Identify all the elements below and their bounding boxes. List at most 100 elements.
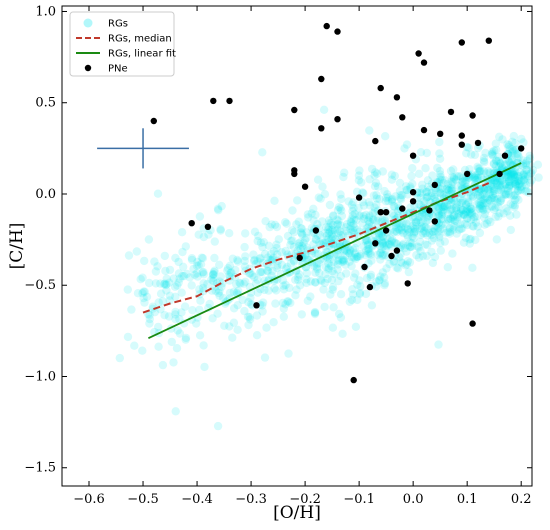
- rg-point: [327, 275, 337, 285]
- rg-point: [405, 228, 414, 237]
- rg-point: [320, 190, 330, 199]
- rg-point: [413, 242, 422, 251]
- pne-point: [361, 263, 368, 271]
- rg-point: [351, 243, 360, 253]
- rg-point: [381, 132, 390, 141]
- rg-point: [233, 255, 242, 265]
- rg-point: [385, 239, 394, 249]
- rg-point: [266, 255, 275, 264]
- rg-point: [225, 276, 234, 285]
- rg-point: [259, 238, 268, 247]
- rg-point: [279, 285, 289, 294]
- rg-point: [145, 278, 154, 288]
- rg-point: [488, 149, 497, 158]
- rg-point: [260, 249, 270, 259]
- rg-point: [387, 175, 397, 184]
- rg-point: [140, 298, 149, 307]
- rg-point: [333, 250, 343, 259]
- rg-point: [435, 211, 444, 220]
- rg-point: [390, 171, 399, 181]
- rg-point: [447, 180, 456, 189]
- rg-point: [527, 168, 536, 177]
- rg-point: [307, 249, 317, 259]
- rg-point: [265, 222, 274, 232]
- rg-point: [198, 254, 208, 263]
- rg-point: [427, 236, 437, 245]
- rg-point: [404, 267, 413, 277]
- rg-point: [243, 312, 253, 321]
- rg-point: [281, 218, 290, 227]
- pne-point: [323, 22, 330, 30]
- rg-point: [209, 273, 218, 283]
- rg-point: [436, 189, 445, 198]
- rg-point: [423, 213, 432, 222]
- rg-point: [197, 253, 206, 262]
- rg-point: [480, 185, 489, 194]
- rg-point: [250, 227, 260, 236]
- rg-point: [519, 171, 528, 180]
- rg-point: [406, 203, 415, 212]
- rg-point: [435, 233, 444, 242]
- rg-point: [409, 234, 418, 243]
- rg-point: [296, 244, 305, 254]
- rg-point: [476, 192, 486, 202]
- rg-point: [366, 272, 375, 282]
- rg-point: [510, 179, 520, 188]
- rg-point: [474, 173, 483, 183]
- rg-point: [458, 177, 467, 186]
- rg-point: [435, 188, 445, 197]
- rg-point: [524, 188, 533, 197]
- rg-point: [123, 285, 132, 294]
- rg-point: [458, 177, 467, 186]
- rg-point: [164, 312, 174, 321]
- rg-point: [283, 297, 292, 306]
- rg-point: [337, 255, 347, 264]
- rg-point: [370, 203, 379, 212]
- rg-point: [327, 234, 336, 243]
- rg-point: [398, 258, 407, 268]
- rg-point: [401, 261, 410, 270]
- rg-point: [433, 202, 443, 211]
- rg-point: [464, 143, 473, 152]
- rg-point: [213, 309, 222, 318]
- rg-point: [519, 169, 528, 179]
- rg-point: [460, 176, 469, 185]
- rg-point: [154, 342, 163, 351]
- rg-point: [423, 192, 433, 201]
- rg-point: [210, 266, 219, 275]
- rg-point: [241, 229, 250, 238]
- rg-point: [153, 189, 163, 198]
- rg-point: [411, 217, 421, 227]
- legend-marker-rgs: [83, 18, 93, 28]
- rg-point: [423, 231, 432, 240]
- rg-point: [251, 279, 261, 288]
- rg-point: [471, 171, 480, 180]
- rg-point: [407, 239, 417, 248]
- rg-point: [456, 211, 466, 220]
- pne-point: [399, 114, 406, 121]
- rg-point: [349, 273, 359, 282]
- rg-point: [418, 229, 428, 238]
- rg-point: [366, 250, 375, 259]
- rg-point: [417, 180, 427, 189]
- rg-point: [504, 176, 514, 186]
- rg-point: [270, 196, 279, 205]
- rg-point: [144, 235, 154, 244]
- y-axis-ticks: −1.5 −1.0 −0.5 0.0 0.5 1.0: [24, 4, 532, 476]
- rg-point: [199, 267, 208, 277]
- rg-point: [508, 137, 517, 146]
- rg-point: [252, 311, 262, 320]
- rg-point: [517, 177, 526, 186]
- rg-point: [303, 210, 313, 219]
- rg-point: [438, 224, 448, 233]
- rg-point: [373, 250, 382, 259]
- rg-point: [508, 200, 518, 210]
- rg-point: [245, 313, 254, 322]
- rg-point: [226, 268, 235, 278]
- rg-point: [240, 306, 249, 316]
- rg-point: [519, 170, 528, 179]
- rg-point: [511, 139, 520, 148]
- rg-point: [349, 198, 358, 207]
- pne-point: [204, 223, 212, 230]
- rg-point: [423, 240, 432, 250]
